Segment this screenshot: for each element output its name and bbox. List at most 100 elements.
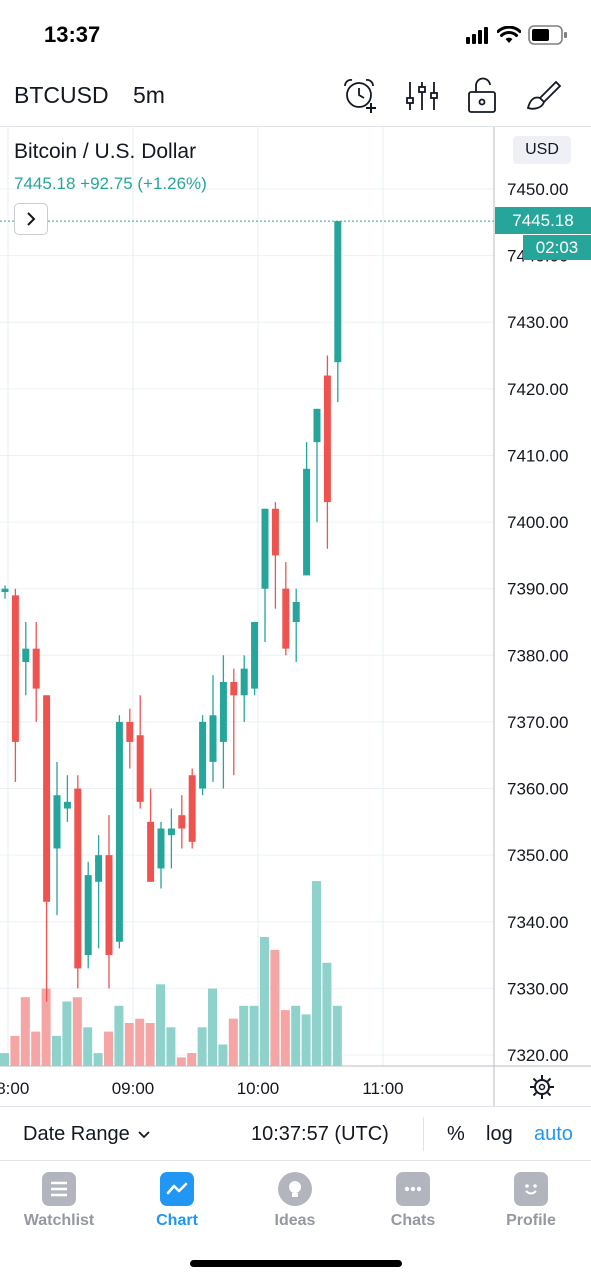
candle-body — [188, 775, 196, 842]
candle-body — [219, 681, 227, 742]
auto-scale-toggle[interactable]: auto — [534, 1123, 573, 1145]
volume-bar — [260, 937, 269, 1066]
tab-ideas[interactable]: Ideas — [240, 1168, 350, 1230]
volume-bar — [312, 881, 321, 1066]
volume-bar — [228, 1018, 238, 1066]
tab-label: Chats — [390, 1212, 436, 1229]
volume-bar — [83, 1027, 93, 1066]
y-tick-label: 7450.00 — [507, 180, 568, 199]
bar-countdown-label: 02:03 — [523, 235, 591, 260]
chart-settings-gear-icon[interactable] — [529, 1074, 555, 1100]
unlock-icon[interactable] — [463, 76, 503, 116]
candle-body — [271, 508, 279, 556]
price-chart[interactable]: 7450.007440.007430.007420.007410.007400.… — [0, 127, 591, 1106]
cellular-signal-icon — [466, 27, 488, 44]
symbol-name[interactable]: BTCUSD — [14, 82, 109, 108]
y-tick-label: 7430.00 — [507, 313, 568, 332]
volume-bar — [197, 1027, 207, 1066]
candle-body — [74, 788, 82, 969]
candle-body — [84, 875, 92, 956]
tab-label: Chart — [156, 1212, 198, 1229]
tab-label: Profile — [506, 1212, 556, 1229]
candle-body — [209, 715, 217, 762]
volume-bar — [156, 984, 165, 1066]
candle-body — [105, 855, 113, 956]
candle-body — [32, 648, 40, 689]
y-tick-label: 7420.00 — [507, 380, 568, 399]
wifi-icon — [497, 26, 521, 43]
battery-icon — [528, 25, 567, 45]
y-tick-label: 7380.00 — [507, 646, 568, 665]
tab-profile[interactable]: Profile — [476, 1168, 586, 1230]
volume-bar — [239, 1005, 249, 1066]
candle-body — [199, 721, 207, 789]
alarm-add-icon[interactable] — [340, 76, 380, 116]
candle-body — [115, 721, 123, 942]
volume-bar — [31, 1031, 41, 1066]
chevron-down-icon[interactable] — [137, 1127, 151, 1141]
candle-body — [63, 801, 71, 809]
y-tick-label: 7340.00 — [507, 913, 568, 932]
tab-chart[interactable]: Chart — [122, 1168, 232, 1230]
percent-scale-toggle[interactable]: % — [447, 1123, 465, 1145]
volume-bar — [218, 1044, 228, 1066]
volume-bar — [322, 962, 332, 1066]
volume-bar — [72, 997, 82, 1066]
volume-bar — [135, 1018, 145, 1066]
candle-body — [43, 695, 51, 902]
volume-bar — [10, 1035, 20, 1066]
x-tick-label: 08:00 — [0, 1079, 29, 1098]
candle-body — [11, 595, 19, 742]
candle-body — [178, 815, 186, 829]
volume-bar — [124, 1023, 134, 1066]
x-tick-label: 09:00 — [112, 1079, 155, 1098]
tab-chats[interactable]: Chats — [358, 1168, 468, 1230]
drawing-brush-icon[interactable] — [524, 76, 564, 116]
volume-bar — [93, 1053, 103, 1066]
volume-bar — [291, 1005, 301, 1066]
tab-label: Ideas — [274, 1212, 316, 1229]
volume-bar — [270, 949, 280, 1066]
volume-bar — [41, 988, 51, 1066]
candle-body — [22, 648, 30, 662]
volume-bar — [208, 988, 217, 1066]
chevron-right-icon — [27, 212, 36, 226]
interval-selector[interactable]: 5m — [133, 82, 165, 108]
volume-bar — [332, 1005, 342, 1066]
volume-bar — [166, 1027, 176, 1066]
x-tick-label: 11:00 — [362, 1079, 403, 1098]
tab-watchlist[interactable]: Watchlist — [4, 1168, 114, 1230]
y-tick-label: 7320.00 — [507, 1046, 568, 1065]
volume-bar — [280, 1010, 290, 1066]
y-tick-label: 7410.00 — [507, 446, 568, 465]
volume-bar — [52, 1035, 61, 1066]
timezone-clock[interactable]: 10:37:57 (UTC) — [251, 1123, 389, 1145]
indicators-icon[interactable] — [402, 76, 442, 116]
y-tick-label: 7390.00 — [507, 580, 568, 599]
volume-bar — [62, 1001, 72, 1066]
tab-label: Watchlist — [23, 1212, 95, 1229]
candle-body — [157, 828, 165, 869]
y-tick-label: 7330.00 — [507, 979, 568, 998]
legend-expand-button[interactable] — [14, 203, 48, 235]
toolbar-divider — [0, 1106, 591, 1107]
currency-badge[interactable]: USD — [513, 136, 571, 164]
candle-body — [240, 668, 248, 696]
log-scale-toggle[interactable]: log — [486, 1123, 513, 1145]
chats-icon — [396, 1172, 430, 1206]
toolbar-separator — [423, 1117, 424, 1151]
candle-body — [303, 468, 311, 576]
y-tick-label: 7350.00 — [507, 846, 568, 865]
chart-icon — [160, 1172, 194, 1206]
candle-body — [126, 721, 134, 742]
y-tick-label: 7400.00 — [507, 513, 568, 532]
legend-title: Bitcoin / U.S. Dollar — [14, 140, 197, 163]
profile-icon — [514, 1172, 548, 1206]
volume-bar — [20, 997, 30, 1066]
date-range-button[interactable]: Date Range — [23, 1123, 130, 1145]
candle-body — [292, 602, 300, 622]
volume-bar — [176, 1057, 186, 1066]
volume-bar — [249, 1005, 259, 1066]
candle-body — [261, 508, 269, 589]
candle-body — [230, 681, 238, 696]
